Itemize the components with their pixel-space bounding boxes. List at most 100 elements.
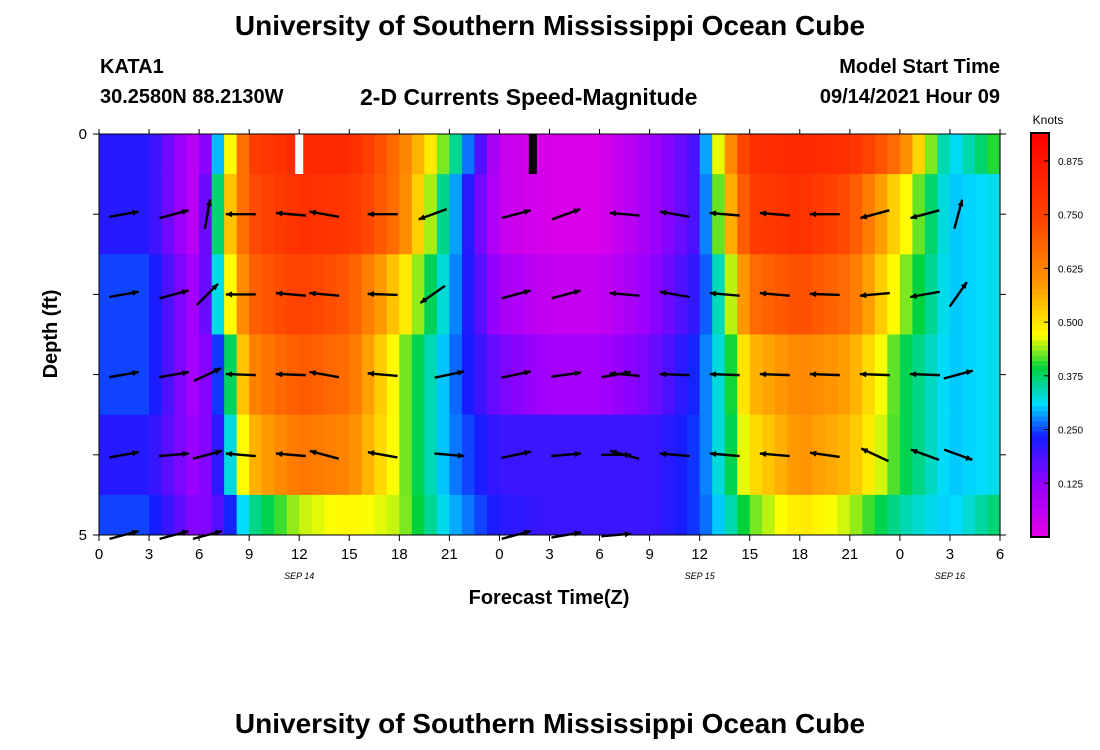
current-arrow-head — [275, 371, 283, 378]
colorbar-segment — [1031, 360, 1049, 366]
x-axis-title: Forecast Time(Z) — [469, 587, 630, 609]
colorbar-segment — [1031, 138, 1049, 144]
current-arrow — [609, 210, 640, 217]
heat-cell — [349, 254, 363, 335]
heat-cell — [687, 174, 701, 255]
colorbar-segment — [1031, 279, 1049, 286]
current-arrow — [225, 291, 256, 298]
heat-cell — [361, 334, 375, 416]
heat-cell — [599, 174, 613, 255]
current-arrow-head — [420, 296, 428, 304]
current-arrow — [195, 282, 219, 306]
heat-cell — [449, 334, 463, 416]
station-id: KATA1 — [100, 56, 164, 78]
heat-cell — [749, 414, 763, 496]
current-arrow — [309, 370, 340, 379]
heat-cell — [787, 334, 801, 416]
heat-cell — [511, 494, 526, 536]
heat-cell — [436, 134, 450, 175]
heat-cell — [649, 134, 663, 175]
current-arrow — [203, 199, 212, 230]
current-arrow-head — [457, 369, 465, 376]
heat-cell — [649, 174, 663, 255]
heat-cell — [486, 134, 501, 175]
colorbar-segment — [1031, 335, 1049, 341]
current-arrow — [709, 451, 740, 458]
heat-cell — [737, 334, 751, 416]
heat-cell — [461, 254, 476, 335]
heat-cell — [311, 334, 325, 416]
colorbar-segment — [1031, 436, 1049, 442]
heat-cell — [862, 174, 876, 255]
heat-cell — [261, 174, 275, 255]
heat-cell — [474, 414, 488, 496]
heat-cell — [712, 134, 726, 175]
colorbar-segment — [1031, 355, 1049, 361]
heat-cell — [336, 134, 350, 175]
colorbar-tick-label: 0.875 — [1058, 157, 1083, 168]
heat-cell — [499, 414, 513, 496]
colorbar-segment — [1031, 178, 1049, 185]
heat-cell — [849, 254, 863, 335]
heat-cell — [536, 134, 551, 175]
heat-cell — [724, 134, 738, 175]
heat-cell — [161, 494, 175, 536]
heat-cell — [124, 174, 138, 255]
current-arrow-head — [609, 290, 617, 297]
heat-cell — [486, 414, 501, 496]
current-arrow — [551, 451, 582, 458]
heat-cell — [849, 334, 863, 416]
x-tick-label: 12 — [691, 546, 708, 563]
heat-cell — [574, 334, 588, 416]
heat-cell — [924, 134, 939, 175]
heat-cell — [587, 334, 601, 416]
current-arrow — [109, 289, 140, 299]
heat-cell — [536, 254, 551, 335]
heat-cell — [536, 334, 551, 416]
x-tick-label: 21 — [841, 546, 858, 563]
current-arrow-head — [759, 290, 767, 297]
current-arrow — [159, 289, 189, 300]
heat-cell — [149, 134, 163, 175]
current-arrow — [551, 370, 582, 378]
current-arrow — [709, 371, 740, 378]
x-tick-label: 0 — [896, 546, 904, 563]
x-tick-label: 6 — [996, 546, 1004, 563]
colorbar-segment — [1031, 405, 1049, 412]
heat-cell — [311, 494, 325, 536]
heat-cell — [136, 414, 150, 496]
heat-cell — [374, 134, 388, 175]
heat-cell — [461, 174, 476, 255]
current-arrow — [418, 207, 448, 221]
current-arrow-head — [132, 450, 139, 457]
colorbar-segment — [1031, 390, 1049, 397]
current-arrow — [759, 210, 790, 217]
current-arrow-head — [709, 371, 717, 378]
heat-cell — [124, 334, 138, 416]
heat-cell — [174, 334, 188, 416]
heat-cell — [311, 134, 325, 175]
heat-cell — [899, 334, 914, 416]
heat-cell — [211, 174, 225, 255]
current-arrow-head — [215, 529, 222, 536]
heat-cell — [386, 494, 400, 536]
heat-cell — [311, 174, 325, 255]
colorbar-segment — [1031, 481, 1049, 488]
current-arrow-head — [574, 451, 582, 458]
heat-cell — [924, 254, 939, 335]
colorbar-segment — [1031, 148, 1049, 154]
heat-cell — [499, 134, 513, 175]
colorbar-segment — [1031, 496, 1049, 503]
footer-title: University of Southern Mississippi Ocean… — [234, 708, 866, 739]
colorbar-segment — [1031, 521, 1049, 528]
colorbar-segment — [1031, 309, 1049, 316]
heat-cell — [336, 254, 350, 335]
heat-cell — [937, 494, 951, 536]
heat-cell — [824, 134, 838, 175]
heat-cell — [687, 414, 701, 496]
heat-cell — [211, 254, 225, 335]
current-arrow-head — [523, 289, 531, 296]
current-arrow-head — [225, 451, 233, 458]
current-arrow-head — [659, 451, 667, 458]
colorbar-tick-label: 0.500 — [1058, 318, 1083, 329]
